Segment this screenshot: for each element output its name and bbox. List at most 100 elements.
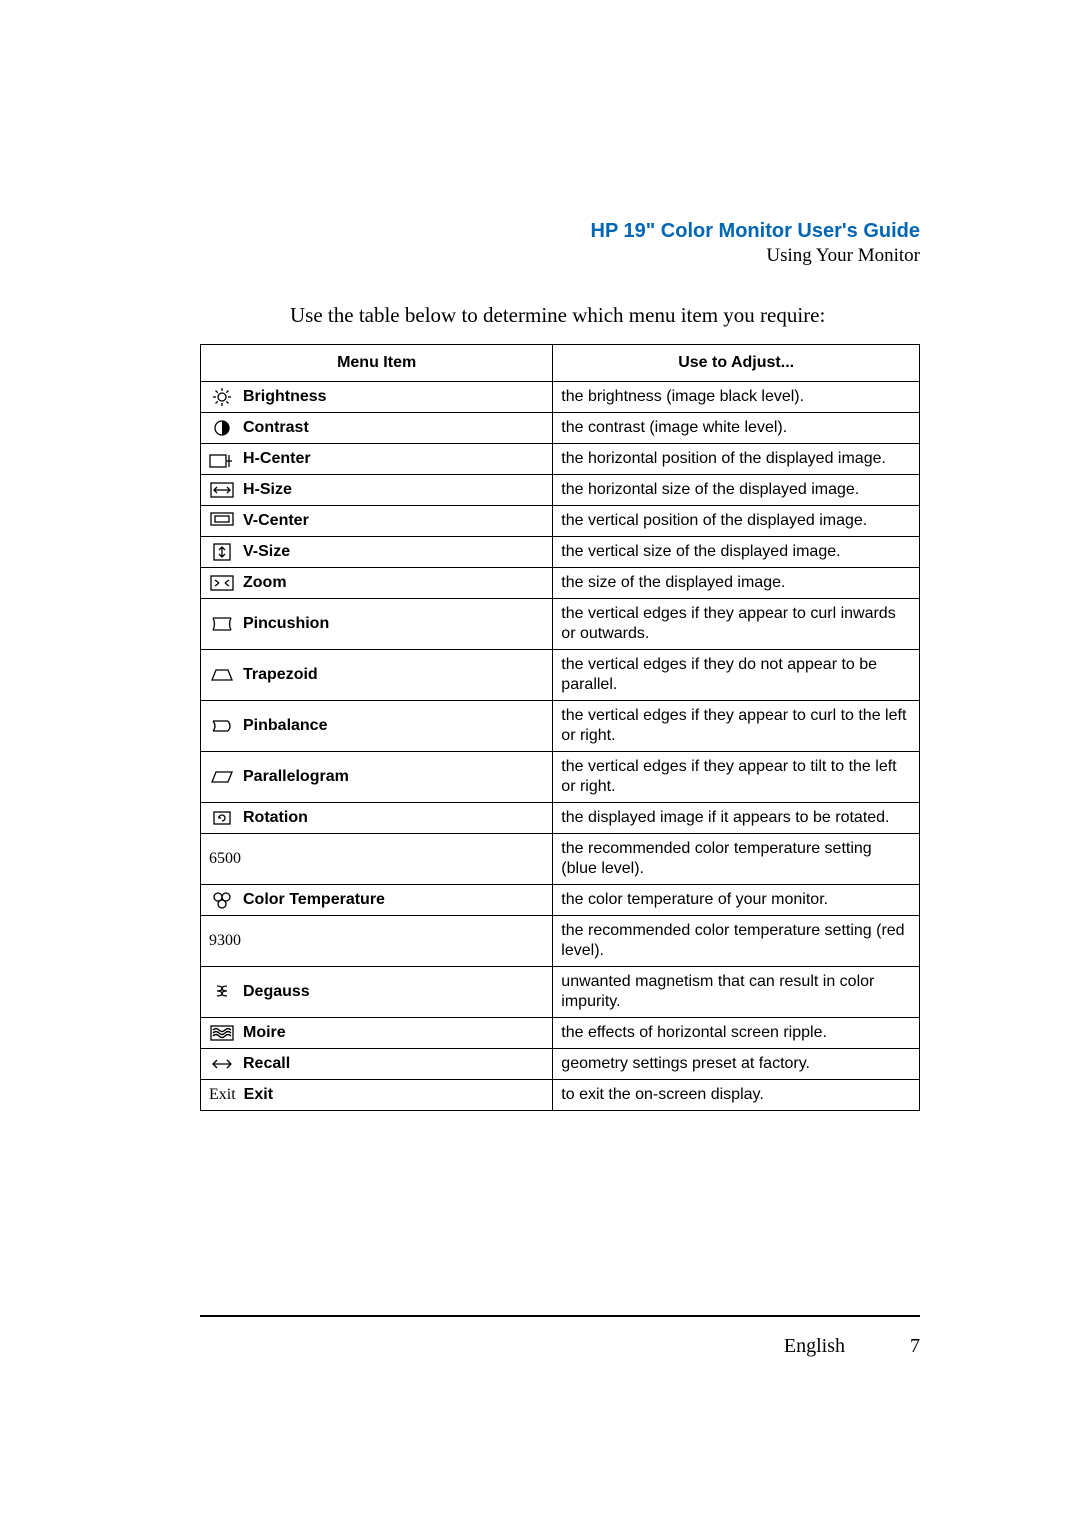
plain-label: 6500 (209, 849, 241, 869)
menu-item-cell: H-Size (201, 475, 553, 506)
menu-item-desc: the vertical edges if they appear to til… (553, 752, 920, 803)
menu-item-label: Brightness (243, 387, 327, 407)
menu-plain-text: 6500 (209, 849, 241, 869)
menu-item-cell: Recall (201, 1049, 553, 1080)
menu-item-cell: Pinbalance (201, 701, 553, 752)
menu-item-label: V-Center (243, 511, 309, 531)
table-row: Moire the effects of horizontal screen ri… (201, 1018, 920, 1049)
menu-plain-text: 9300 (209, 931, 241, 951)
table-row: Trapezoid the vertical edges if they do n… (201, 650, 920, 701)
intro-text: Use the table below to determine which m… (290, 303, 920, 328)
menu-item-label: H-Center (243, 449, 311, 469)
footer-page-number: 7 (910, 1335, 920, 1357)
menu-item-desc: the effects of horizontal screen ripple. (553, 1018, 920, 1049)
table-row: Pinbalance the vertical edges if they app… (201, 701, 920, 752)
colortemp-icon (209, 890, 235, 910)
menu-item-label: Zoom (243, 573, 287, 593)
parallelogram-icon (209, 767, 235, 787)
table-row: H-Size the horizontal size of the display… (201, 475, 920, 506)
menu-item-cell: Zoom (201, 568, 553, 599)
menu-item-cell: V-Size (201, 537, 553, 568)
recall-icon (209, 1054, 235, 1074)
menu-item-label: Pinbalance (243, 716, 327, 736)
menu-plain-text: Exit (209, 1085, 236, 1105)
menu-item-desc: the vertical edges if they do not appear… (553, 650, 920, 701)
vcenter-icon (209, 511, 235, 531)
table-row: V-Center the vertical position of the dis… (201, 506, 920, 537)
table-row: Parallelogram the vertical edges if they … (201, 752, 920, 803)
document-page: HP 19" Color Monitor User's Guide Using … (0, 0, 1080, 1528)
menu-item-cell: Rotation (201, 803, 553, 834)
hcenter-icon (209, 449, 235, 469)
table-row: Recall geometry settings preset at factor… (201, 1049, 920, 1080)
menu-item-desc: the horizontal position of the displayed… (553, 444, 920, 475)
col-header-desc: Use to Adjust... (553, 345, 920, 382)
doc-subtitle: Using Your Monitor (200, 245, 920, 267)
table-row: Rotation the displayed image if it appear… (201, 803, 920, 834)
menu-item-desc: the brightness (image black level). (553, 382, 920, 413)
menu-item-desc: the displayed image if it appears to be … (553, 803, 920, 834)
menu-item-cell: Degauss (201, 967, 553, 1018)
menu-item-cell: H-Center (201, 444, 553, 475)
table-row: Contrastthe contrast (image white level)… (201, 413, 920, 444)
menu-item-desc: to exit the on-screen display. (553, 1080, 920, 1111)
menu-item-cell: Trapezoid (201, 650, 553, 701)
vsize-icon (209, 542, 235, 562)
menu-item-cell: 6500 (201, 834, 553, 885)
table-row: Brightness the brightness (image black le… (201, 382, 920, 413)
menu-item-desc: the recommended color temperature settin… (553, 916, 920, 967)
table-row: V-Size the vertical size of the displayed… (201, 537, 920, 568)
menu-item-label: Exit (244, 1085, 273, 1105)
menu-item-label: Recall (243, 1054, 290, 1074)
menu-item-desc: the vertical position of the displayed i… (553, 506, 920, 537)
table-row: Zoom the size of the displayed image. (201, 568, 920, 599)
menu-item-cell: Brightness (201, 382, 553, 413)
trapezoid-icon (209, 665, 235, 685)
footer-rule (200, 1315, 920, 1317)
menu-item-cell: Parallelogram (201, 752, 553, 803)
menu-item-label: Parallelogram (243, 767, 349, 787)
hsize-icon (209, 480, 235, 500)
plain-label: Exit (209, 1085, 236, 1105)
pincushion-icon (209, 614, 235, 634)
menu-item-label: Trapezoid (243, 665, 318, 685)
menu-item-label: Rotation (243, 808, 308, 828)
menu-item-desc: the size of the displayed image. (553, 568, 920, 599)
menu-item-label: Pincushion (243, 614, 329, 634)
table-row: Pincushion the vertical edges if they app… (201, 599, 920, 650)
menu-item-desc: the vertical size of the displayed image… (553, 537, 920, 568)
degauss-icon (209, 982, 235, 1002)
menu-item-cell: 9300 (201, 916, 553, 967)
menu-item-desc: the vertical edges if they appear to cur… (553, 701, 920, 752)
menu-item-cell: Color Temperature (201, 885, 553, 916)
menu-item-cell: Pincushion (201, 599, 553, 650)
plain-label: 9300 (209, 931, 241, 951)
menu-item-label: H-Size (243, 480, 292, 500)
brightness-icon (209, 387, 235, 407)
menu-item-label: V-Size (243, 542, 290, 562)
page-footer: English 7 (200, 1315, 920, 1358)
table-row: H-Center the horizontal position of the d… (201, 444, 920, 475)
table-row: 6500 the recommended color temperature se… (201, 834, 920, 885)
menu-item-desc: the recommended color temperature settin… (553, 834, 920, 885)
menu-item-label: Moire (243, 1023, 286, 1043)
menu-item-label: Degauss (243, 982, 310, 1002)
table-row: Exit Exit to exit the on-screen display. (201, 1080, 920, 1111)
menu-item-cell: V-Center (201, 506, 553, 537)
osd-menu-table: Menu Item Use to Adjust... Brightness the… (200, 344, 920, 1111)
footer-language: English (784, 1335, 845, 1357)
menu-item-label: Color Temperature (243, 890, 385, 910)
col-header-menu: Menu Item (201, 345, 553, 382)
menu-item-desc: the contrast (image white level). (553, 413, 920, 444)
table-header-row: Menu Item Use to Adjust... (201, 345, 920, 382)
menu-item-desc: the vertical edges if they appear to cur… (553, 599, 920, 650)
table-row: 9300 the recommended color temperature se… (201, 916, 920, 967)
menu-item-desc: geometry settings preset at factory. (553, 1049, 920, 1080)
menu-item-cell: Exit Exit (201, 1080, 553, 1111)
menu-item-cell: Contrast (201, 413, 553, 444)
menu-item-desc: the horizontal size of the displayed ima… (553, 475, 920, 506)
table-row: Color Temperaturethe color temperature o… (201, 885, 920, 916)
moire-icon (209, 1023, 235, 1043)
table-row: Degaussunwanted magnetism that can resul… (201, 967, 920, 1018)
menu-item-cell: Moire (201, 1018, 553, 1049)
